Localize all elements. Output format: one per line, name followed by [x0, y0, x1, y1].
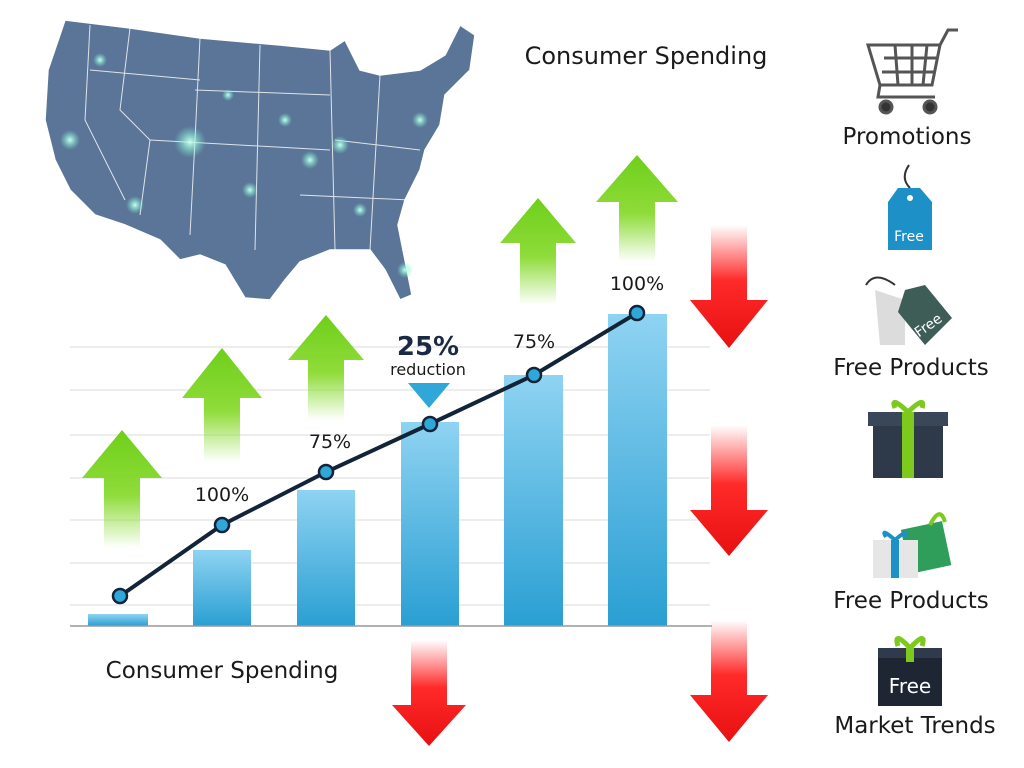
us-map: [44, 19, 476, 301]
callout-value: 25%: [397, 332, 459, 362]
gift-icon: [868, 399, 948, 478]
point-label: 100%: [610, 273, 664, 295]
tag-icon: [888, 164, 932, 250]
point-label: 75%: [309, 431, 351, 453]
sidebar-label: Market Trends: [834, 713, 995, 739]
trend-line: [118, 311, 639, 598]
callout-text: reduction: [390, 360, 466, 379]
tag-text: Free: [894, 229, 924, 245]
box-icon: [878, 636, 942, 706]
point-label: 75%: [513, 331, 555, 353]
grid: [70, 346, 710, 606]
down-arrows: [392, 225, 768, 746]
sidebar-label: Free Products: [833, 355, 988, 381]
gifts-icon: [873, 512, 952, 578]
trend-points: [111, 304, 646, 605]
title: Consumer Spending: [525, 42, 768, 70]
point-label: 100%: [195, 484, 249, 506]
cart-icon: [865, 28, 958, 115]
callout-marker: [408, 383, 450, 408]
chart-caption: Consumer Spending: [106, 658, 339, 684]
box-text: Free: [889, 674, 931, 698]
bars: [88, 314, 667, 626]
up-arrows: [82, 155, 678, 548]
sidebar-label: Free Products: [833, 588, 988, 614]
tag-icon: [865, 276, 952, 345]
sidebar-label: Promotions: [842, 124, 971, 150]
